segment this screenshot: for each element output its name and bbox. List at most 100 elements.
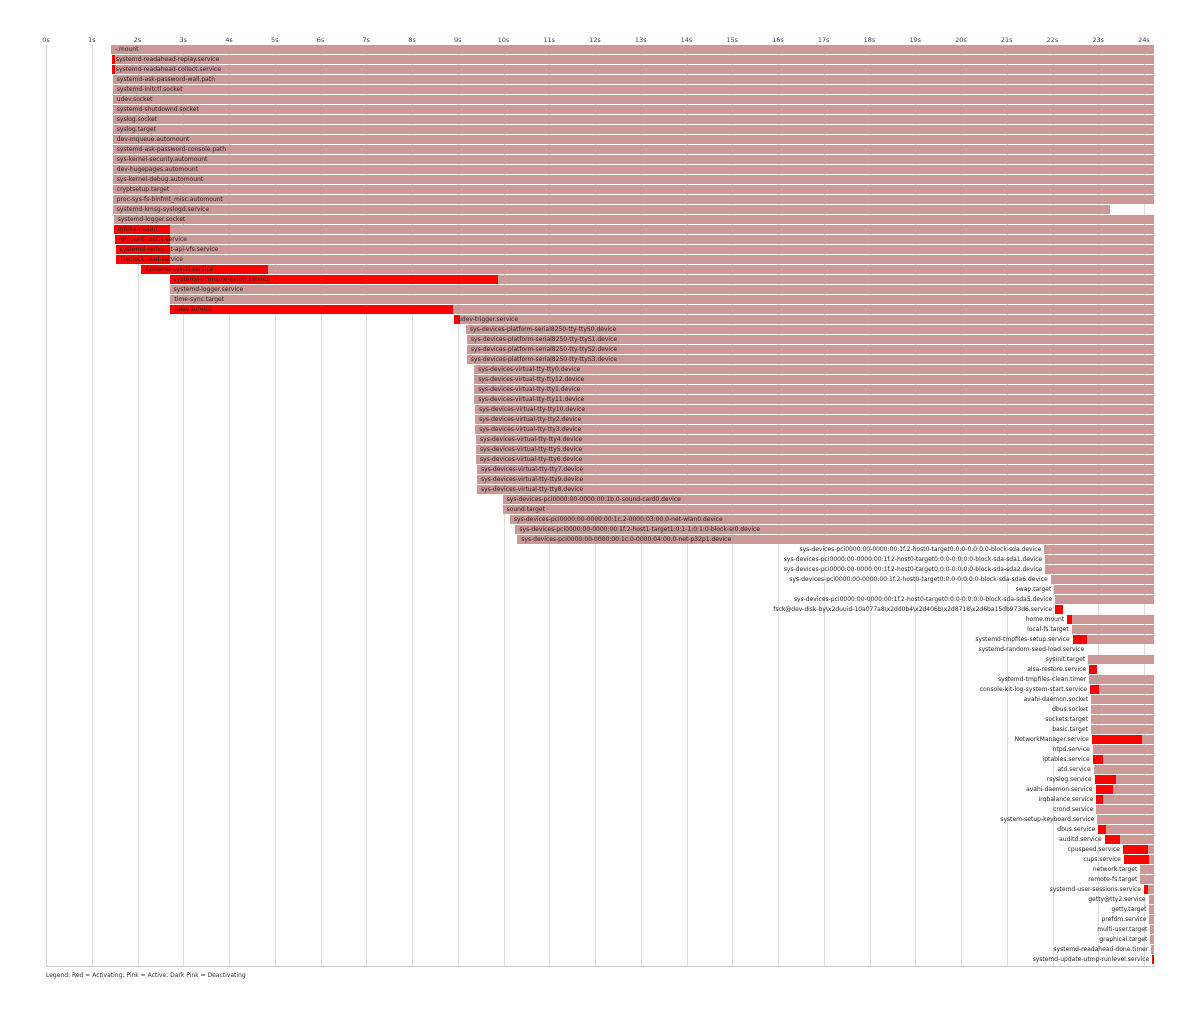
unit-row: basic.target bbox=[0, 725, 1200, 734]
x-tick-label: 12s bbox=[589, 36, 601, 44]
unit-label: systemd-readahead-collect.service bbox=[115, 66, 221, 73]
activating-bar bbox=[141, 265, 268, 274]
activating-bar bbox=[1094, 775, 1116, 784]
x-tick-label: 6s bbox=[316, 36, 325, 44]
active-bar bbox=[112, 165, 1155, 174]
active-bar bbox=[113, 215, 1155, 224]
unit-row: remount-rootfs.service bbox=[0, 235, 1200, 244]
activating-bar bbox=[115, 245, 170, 254]
active-bar bbox=[1140, 865, 1155, 874]
active-bar bbox=[112, 155, 1155, 164]
active-bar bbox=[1054, 585, 1155, 594]
activating-bar bbox=[1090, 685, 1100, 694]
unit-row: systemd-kmsg-syslogd.service bbox=[0, 205, 1200, 214]
unit-label: sys-devices-virtual-tty-tty7.device bbox=[480, 466, 584, 473]
unit-row: systemd-update-utmp-runlevel.service bbox=[0, 955, 1200, 964]
unit-row: sys-devices-virtual-tty-tty2.device bbox=[0, 415, 1200, 424]
x-tick-label: 16s bbox=[772, 36, 784, 44]
active-bar bbox=[112, 145, 1155, 154]
activating-bar bbox=[1123, 855, 1149, 864]
unit-label: systemd-shutdownd.socket bbox=[116, 106, 199, 113]
active-bar bbox=[170, 305, 1155, 314]
active-bar bbox=[465, 325, 1155, 334]
active-bar bbox=[476, 445, 1155, 454]
active-bar bbox=[114, 235, 1155, 244]
unit-label: systemd-tmpfiles-setup.service bbox=[975, 636, 1070, 643]
unit-row: home.mount bbox=[0, 615, 1200, 624]
unit-label: alsa-restore.service bbox=[1027, 666, 1087, 673]
unit-row: proc-sys-fs-binfmt_misc.automount bbox=[0, 195, 1200, 204]
unit-row: systemd-tmpfiles-setup.service bbox=[0, 635, 1200, 644]
active-bar bbox=[1149, 905, 1155, 914]
unit-row: sys-devices-virtual-tty-tty10.device bbox=[0, 405, 1200, 414]
unit-label: systemd-vconsole-setup.service bbox=[173, 276, 270, 283]
unit-row: sound.target bbox=[0, 505, 1200, 514]
active-bar bbox=[1092, 745, 1155, 754]
unit-label: hwclock-load.service bbox=[120, 256, 183, 263]
activating-bar bbox=[1055, 605, 1064, 614]
unit-row: sysinit.target bbox=[0, 655, 1200, 664]
unit-row: systemd-remount-api-vfs.service bbox=[0, 245, 1200, 254]
unit-row: sys-devices-platform-serial8250-tty-ttyS… bbox=[0, 355, 1200, 364]
active-bar bbox=[170, 295, 1155, 304]
unit-row: network.target bbox=[0, 865, 1200, 874]
unit-label: sound.target bbox=[506, 506, 545, 513]
unit-row: sys-devices-pci0000:00-0000:00:1f.2-host… bbox=[0, 545, 1200, 554]
unit-row: dbus.socket bbox=[0, 705, 1200, 714]
unit-label: media.mount bbox=[117, 226, 158, 233]
activating-bar bbox=[1104, 835, 1121, 844]
active-bar bbox=[509, 515, 1155, 524]
active-bar bbox=[111, 65, 1155, 74]
unit-label: syslog.socket bbox=[116, 116, 158, 123]
unit-row: systemd-sysctl.service bbox=[0, 265, 1200, 274]
active-bar bbox=[1092, 755, 1155, 764]
active-bar bbox=[1090, 725, 1155, 734]
unit-row: -.mount bbox=[0, 45, 1200, 54]
activating-bar bbox=[169, 275, 498, 284]
active-bar bbox=[113, 225, 1155, 234]
active-bar bbox=[1090, 695, 1155, 704]
unit-row: console-kit-log-system-start.service bbox=[0, 685, 1200, 694]
activating-bar bbox=[1152, 955, 1155, 964]
unit-label: network.target bbox=[1092, 866, 1138, 873]
active-bar bbox=[1151, 945, 1155, 954]
x-tick-label: 7s bbox=[362, 36, 371, 44]
active-bar bbox=[466, 355, 1155, 364]
active-bar bbox=[112, 75, 1155, 84]
unit-row: systemd-readahead-done.timer bbox=[0, 945, 1200, 954]
unit-label: sys-devices-pci0000:00-0000:00:1f.2-host… bbox=[793, 596, 1053, 603]
unit-label: systemd-sysctl.service bbox=[145, 266, 214, 273]
unit-row: iptables.service bbox=[0, 755, 1200, 764]
legend: Legend: Red = Activating; Pink = Active;… bbox=[46, 972, 246, 979]
unit-row: systemd-logger.socket bbox=[0, 215, 1200, 224]
unit-label: avahi-daemon.service bbox=[1026, 786, 1093, 793]
active-bar bbox=[1067, 615, 1155, 624]
unit-label: irqbalance.service bbox=[1038, 796, 1094, 803]
grid-line bbox=[412, 45, 413, 966]
active-bar bbox=[1144, 885, 1155, 894]
unit-row: local-fs.target bbox=[0, 625, 1200, 634]
unit-label: local-fs.target bbox=[1027, 626, 1069, 633]
unit-row: prefdm.service bbox=[0, 915, 1200, 924]
unit-row: sys-devices-virtual-tty-tty11.device bbox=[0, 395, 1200, 404]
unit-label: syslog.target bbox=[116, 126, 156, 133]
unit-label: system-setup-keyboard.service bbox=[1000, 816, 1095, 823]
unit-label: sys-kernel-security.automount bbox=[116, 156, 208, 163]
active-bar bbox=[476, 435, 1155, 444]
activating-bar bbox=[111, 55, 115, 64]
unit-row: sys-devices-virtual-tty-tty6.device bbox=[0, 455, 1200, 464]
unit-row: crond.service bbox=[0, 805, 1200, 814]
unit-row: sys-devices-pci0000:00-0000:00:1f.2-host… bbox=[0, 555, 1200, 564]
unit-label: remote-fs.target bbox=[1088, 876, 1138, 883]
active-bar bbox=[474, 395, 1155, 404]
unit-label: sys-devices-platform-serial8250-tty-ttyS… bbox=[470, 346, 618, 353]
active-bar bbox=[115, 245, 1155, 254]
active-bar bbox=[1104, 835, 1155, 844]
active-bar bbox=[476, 485, 1155, 494]
x-tick-label: 9s bbox=[453, 36, 462, 44]
active-bar bbox=[1045, 565, 1155, 574]
active-bar bbox=[1090, 705, 1155, 714]
unit-row: systemd-tmpfiles-clean.timer bbox=[0, 675, 1200, 684]
unit-label: cpuspeed.service bbox=[1067, 846, 1120, 853]
x-tick-label: 13s bbox=[634, 36, 647, 44]
